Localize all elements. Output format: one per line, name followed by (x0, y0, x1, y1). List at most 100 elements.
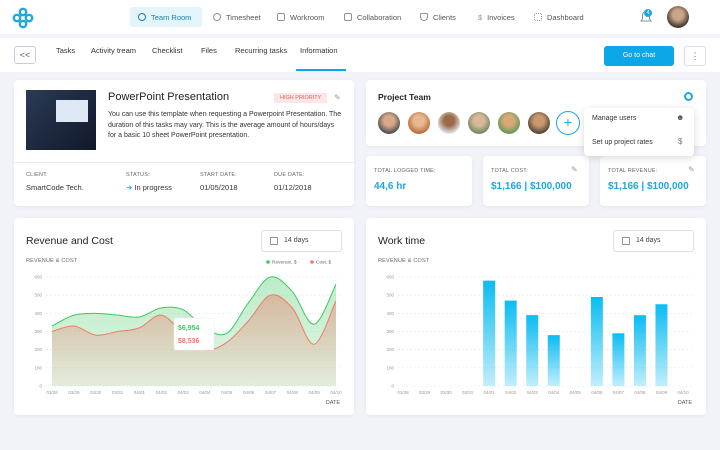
revenue-card: Revenue and Cost 14 days REVENUE & COST … (14, 218, 354, 415)
nav-item[interactable]: Dashboard (526, 7, 592, 27)
bar (655, 304, 668, 386)
y-tick-label: 600 (386, 275, 394, 280)
x-tick-label: 04/10 (330, 390, 342, 395)
field-label: STATUS: (126, 172, 150, 178)
x-tick-label: 03/30 (440, 390, 452, 395)
nav-item[interactable]: $ Invoices (478, 12, 515, 22)
team-avatar[interactable] (378, 112, 400, 134)
x-tick-label: 04/06 (243, 390, 255, 395)
team-avatar[interactable] (468, 112, 490, 134)
badge: 4 (644, 9, 652, 17)
bar (612, 333, 625, 386)
team-avatar[interactable] (438, 112, 460, 134)
chart-subtitle: REVENUE & COST (378, 258, 430, 264)
bar (504, 300, 517, 386)
chart-subtitle: REVENUE & COST (26, 258, 78, 264)
team-menu: Manage users ☻ Set up project rates $ (584, 108, 694, 156)
tab-bar: << Go to chat ⋮ (0, 38, 720, 72)
x-tick-label: 04/01 (484, 390, 496, 395)
tab[interactable]: Checklist (152, 46, 183, 55)
stat-card: TOTAL REVENUE: ✎ $1,166 | $100,000 (600, 156, 706, 206)
x-tick-label: 04/03 (527, 390, 539, 395)
y-tick-label: 600 (34, 275, 42, 280)
nav-item[interactable]: Team Room (130, 7, 202, 27)
edit-icon[interactable]: ✎ (688, 165, 695, 174)
menu-item[interactable]: Set up project rates (592, 139, 653, 146)
legend-label: Revenue, $ (272, 260, 297, 266)
edit-icon[interactable]: ✎ (334, 93, 341, 102)
legend-dot (266, 260, 270, 264)
nav-label: Dashboard (547, 12, 584, 22)
tab[interactable]: Information (300, 46, 338, 55)
x-tick-label: 03/30 (90, 390, 102, 395)
x-tick-label: 04/02 (505, 390, 517, 395)
x-tick-label: 04/07 (265, 390, 277, 395)
field-value: ➜ In progress (126, 183, 172, 192)
y-tick-label: 100 (34, 365, 42, 370)
stat-label: TOTAL LOGGED TIME: (374, 168, 436, 174)
y-tick-label: 500 (386, 293, 394, 298)
more-button[interactable]: ⋮ (684, 46, 706, 66)
nav-label: Invoices (487, 12, 515, 22)
stat-value: 44,6 hr (374, 181, 407, 192)
y-tick-label: 500 (34, 293, 42, 298)
y-tick-label: 100 (386, 365, 394, 370)
legend-label: Cost, $ (316, 260, 332, 266)
x-tick-label: 04/10 (677, 390, 689, 395)
stat-value: $1,166 | $100,000 (608, 181, 689, 192)
tab[interactable]: Recurring tasks (235, 46, 288, 55)
nav-item[interactable]: Clients (412, 7, 464, 27)
field-label: CLIENT: (26, 172, 48, 178)
back-button[interactable]: << (14, 46, 36, 64)
area-fill (52, 294, 336, 386)
tab[interactable]: Tasks (56, 46, 76, 55)
x-tick-label: 04/01 (134, 390, 146, 395)
settings-icon[interactable] (684, 92, 693, 101)
bar (547, 335, 560, 386)
tooltip (173, 317, 215, 351)
x-tick-label: 03/31 (112, 390, 124, 395)
x-tick-label: 04/04 (548, 390, 560, 395)
team-avatar[interactable] (408, 112, 430, 134)
chat-button[interactable]: Go to chat (604, 46, 674, 66)
team-avatar[interactable] (528, 112, 550, 134)
nav-item[interactable]: Workroom (269, 7, 332, 27)
menu-item[interactable]: Manage users (592, 115, 637, 122)
stat-label: TOTAL COST: (491, 168, 528, 174)
x-tick-label: 03/29 (68, 390, 80, 395)
x-axis-label: DATE (326, 400, 341, 406)
field-label: START DATE: (200, 172, 237, 178)
nav-label: Clients (433, 12, 456, 22)
y-tick-label: 200 (34, 347, 42, 352)
range-picker[interactable]: 14 days (613, 230, 694, 252)
avatar[interactable] (667, 6, 689, 28)
nav-label: Team Room (151, 12, 192, 22)
tooltip-cost: $8,536 (178, 338, 200, 345)
x-tick-label: 04/05 (570, 390, 582, 395)
add-member[interactable]: + (556, 111, 580, 135)
tooltip-revenue: $6,954 (178, 325, 200, 332)
calendar-icon (622, 237, 630, 245)
nav-item[interactable]: Collaboration (336, 7, 409, 27)
logo[interactable] (12, 7, 34, 29)
x-tick-label: 03/29 (419, 390, 431, 395)
field-value: SmartCode Tech. (26, 183, 84, 192)
nav-label: Collaboration (357, 12, 402, 22)
team-avatar[interactable] (498, 112, 520, 134)
priority-badge: HIGH PRIORITY (274, 93, 328, 103)
bar (526, 315, 539, 386)
x-tick-label: 04/04 (199, 390, 211, 395)
top-nav: Team Room Timesheet Workroom Collaborati… (0, 0, 720, 34)
x-axis-label: DATE (678, 400, 693, 406)
x-tick-label: 04/09 (309, 390, 321, 395)
image-screen (56, 100, 88, 122)
tab[interactable]: Activity tream (91, 46, 137, 55)
y-tick-label: 0 (39, 384, 42, 389)
y-tick-label: 300 (34, 329, 42, 334)
range-picker[interactable]: 14 days (261, 230, 342, 252)
edit-icon[interactable]: ✎ (571, 165, 578, 174)
nav-item[interactable]: Timesheet (205, 7, 269, 27)
y-tick-label: 300 (386, 329, 394, 334)
work-chart: 0 100 200 300 400 500 600 03/28 03/29 03/30 03/31 0… (386, 275, 694, 406)
tab[interactable]: Files (201, 46, 217, 55)
